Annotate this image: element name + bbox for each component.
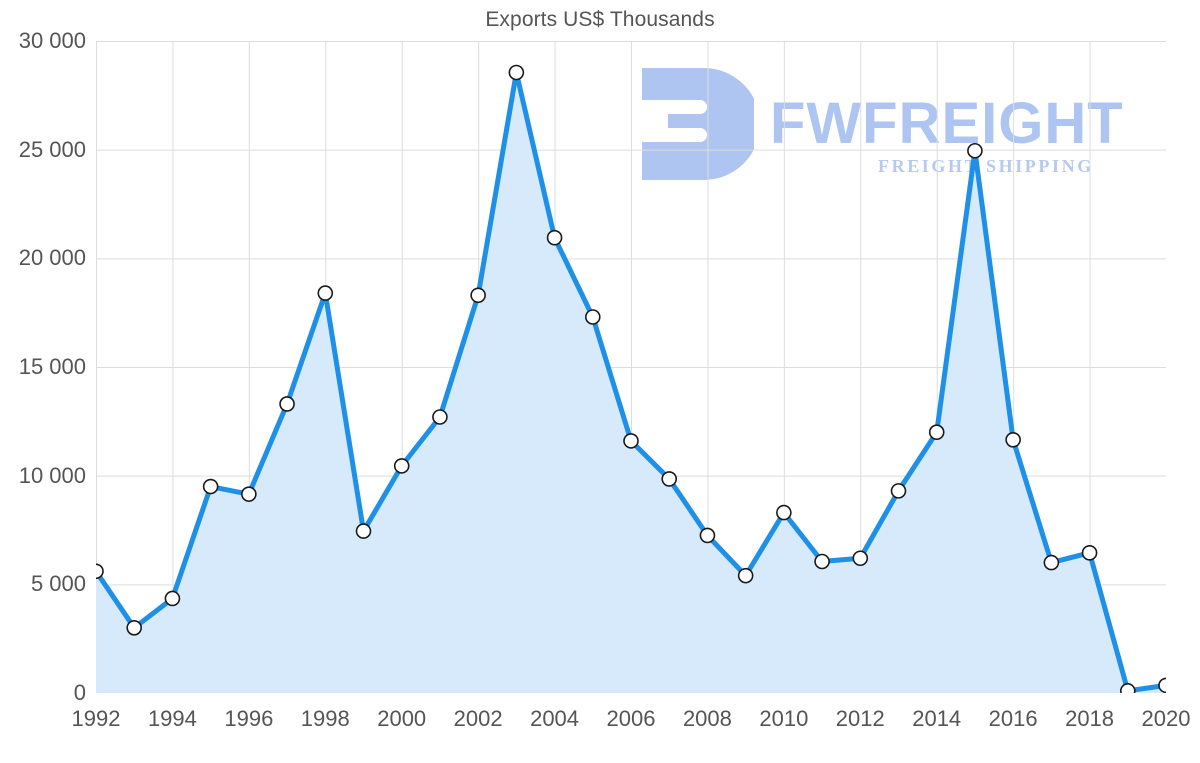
x-tick-label: 2010 [759,706,809,731]
data-point-marker[interactable] [814,553,830,570]
y-tick-label: 10 000 [18,462,86,488]
x-tick-label: 2012 [835,706,885,731]
data-point-marker[interactable] [96,563,104,580]
data-point-marker[interactable] [1119,683,1136,693]
data-point-marker[interactable] [890,483,907,499]
x-tick-label: 2004 [530,706,580,731]
data-point-marker[interactable] [1005,432,1021,448]
data-point-marker[interactable] [776,504,792,521]
x-tick-label: 1992 [71,706,121,731]
plot-svg [96,41,1166,693]
data-point-marker[interactable] [623,433,639,449]
y-tick-label: 15 000 [18,354,86,379]
data-point-marker[interactable] [279,396,295,412]
x-tick-label: 2006 [606,706,656,731]
chart-title: Exports US$ Thousands [485,8,715,31]
y-tick-label: 5 000 [30,571,86,597]
data-point-marker[interactable] [470,287,486,304]
x-tick-label: 1998 [300,706,350,731]
y-tick-label: 30 000 [18,28,86,53]
y-tick-label: 0 [73,680,86,705]
data-point-marker[interactable] [928,424,945,441]
plot-area [96,41,1166,693]
data-point-marker[interactable] [241,486,257,502]
x-tick-label: 2016 [988,706,1038,731]
data-point-marker[interactable] [737,567,754,584]
data-point-marker[interactable] [852,550,869,567]
x-tick-label: 2014 [912,706,962,731]
y-tick-label: 20 000 [18,245,86,271]
x-tick-label: 2008 [682,706,732,731]
data-point-marker[interactable] [126,619,143,636]
data-point-marker[interactable] [202,478,219,495]
data-point-marker[interactable] [661,471,678,487]
data-point-marker[interactable] [1043,554,1060,571]
data-point-marker[interactable] [967,142,983,159]
x-tick-label: 1996 [224,706,274,731]
data-point-marker[interactable] [432,409,448,425]
data-point-marker[interactable] [317,285,334,301]
data-point-marker[interactable] [699,527,716,544]
y-axis-labels: 0 5 000 10 000 15 000 20 000 25 000 30 000 [0,0,86,763]
data-point-marker[interactable] [508,64,525,81]
x-tick-label: 2018 [1065,706,1115,731]
x-tick-label: 2020 [1141,706,1191,731]
data-point-marker[interactable] [393,458,410,474]
data-point-marker[interactable] [1158,677,1166,693]
x-tick-label: 2002 [453,706,503,731]
data-point-marker[interactable] [584,309,601,325]
x-tick-label: 1994 [147,706,197,731]
data-point-marker[interactable] [355,523,372,539]
data-point-marker[interactable] [1081,545,1098,561]
x-tick-label: 2000 [377,706,427,731]
y-tick-label: 25 000 [18,136,86,162]
data-point-marker[interactable] [164,590,181,607]
data-point-marker[interactable] [546,229,563,246]
